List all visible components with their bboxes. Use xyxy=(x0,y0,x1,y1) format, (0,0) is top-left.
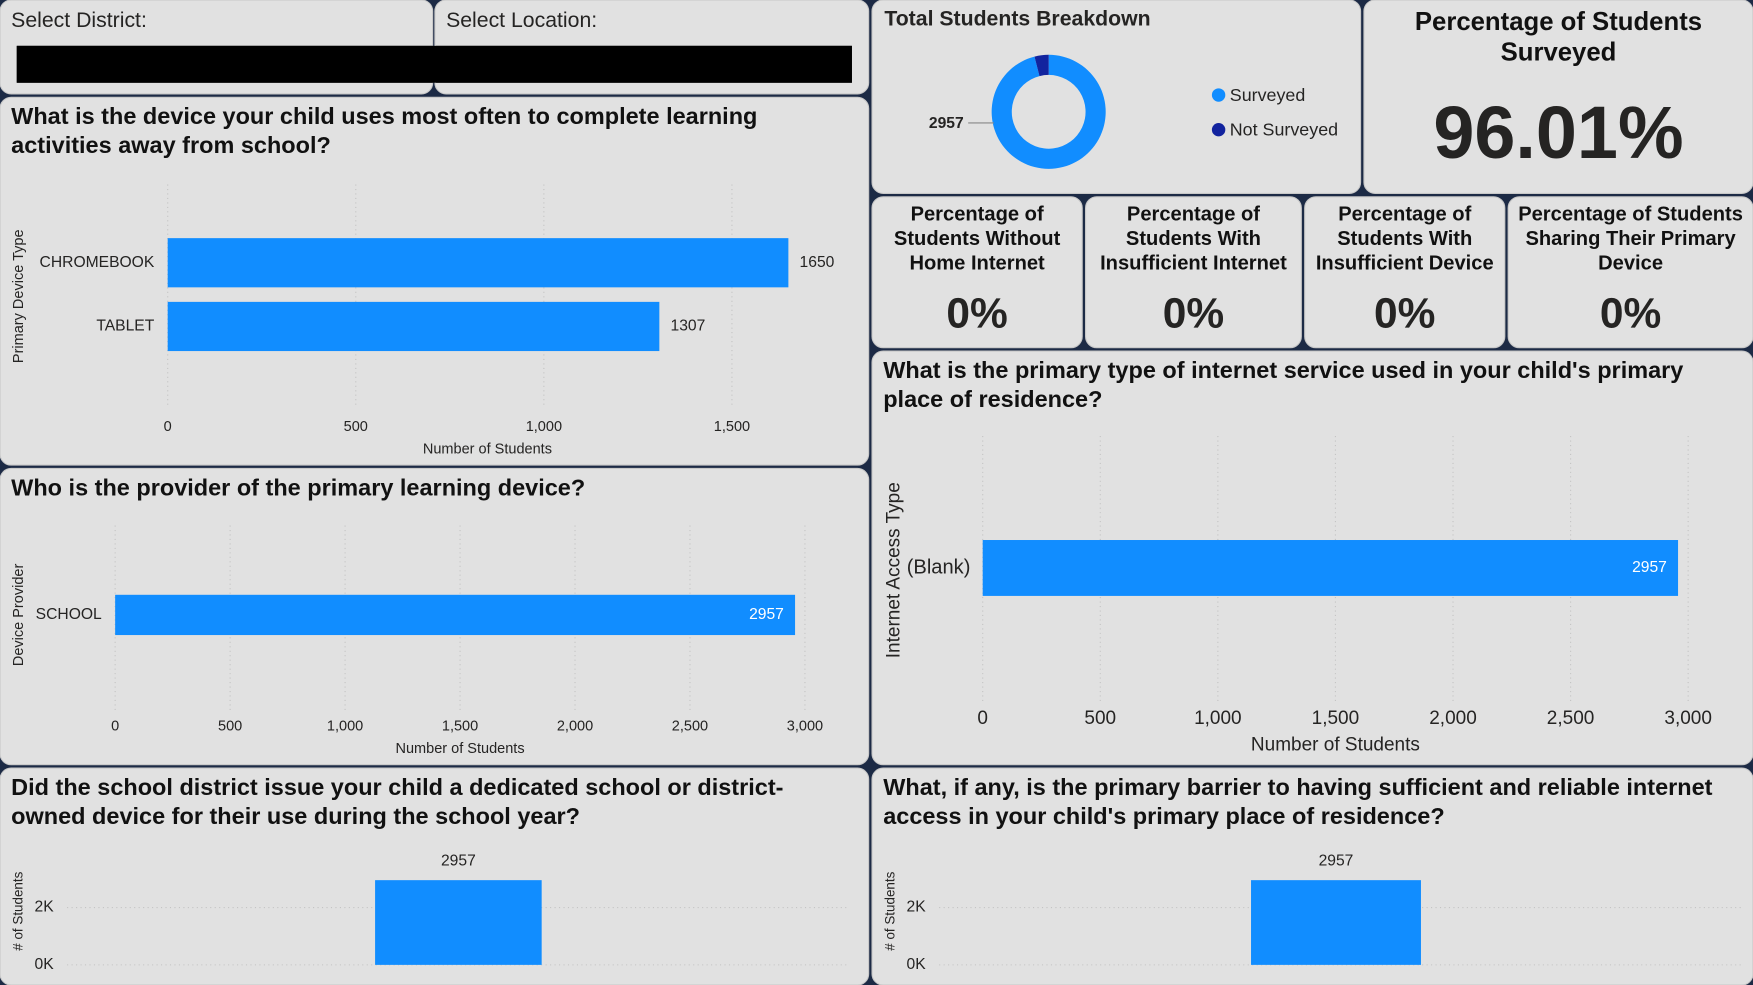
x-axis-label: Number of Students xyxy=(423,441,552,457)
y-tick-label: (Blank) xyxy=(907,556,971,578)
legend-label: Not Surveyed xyxy=(1230,120,1338,140)
bar xyxy=(982,540,1679,596)
legend-label: Surveyed xyxy=(1230,85,1306,105)
chart-panel xyxy=(871,767,1753,985)
bar xyxy=(167,238,789,288)
x-tick-label: 1,000 xyxy=(526,419,562,435)
slicer-input[interactable] xyxy=(16,45,433,83)
y-tick-label: 2K xyxy=(35,899,55,916)
y-axis-label: # of Students xyxy=(11,871,26,950)
y-tick-label: CHROMEBOOK xyxy=(40,254,155,271)
kpi-title: Percentage of Students Surveyed xyxy=(1414,6,1703,66)
x-tick-label: 0 xyxy=(977,708,988,729)
y-axis-label: Device Provider xyxy=(11,564,27,667)
kpi-title-box: Percentage of Students Sharing Their Pri… xyxy=(1518,202,1743,274)
donut-slice xyxy=(1034,54,1049,77)
kpi-title: Percentage of Students With Insufficient… xyxy=(1100,202,1287,274)
kpi-card xyxy=(1507,196,1753,349)
x-tick-label: 0 xyxy=(111,719,119,735)
chart-panel xyxy=(871,0,1362,194)
x-axis-label: Number of Students xyxy=(1251,735,1420,756)
kpi-value: 0% xyxy=(1600,291,1661,338)
kpi-card xyxy=(1304,196,1506,349)
chart-panel xyxy=(0,767,870,985)
x-tick-label: 1,000 xyxy=(327,719,363,735)
x-tick-label: 500 xyxy=(1084,708,1116,729)
x-axis-label: Number of Students xyxy=(395,741,524,757)
slicer-label: Select District: xyxy=(11,8,147,32)
y-tick-label: 2K xyxy=(907,899,927,916)
x-tick-label: 2,500 xyxy=(672,719,708,735)
donut-slice xyxy=(991,54,1106,169)
chart-title-box: What is the device your child uses most … xyxy=(11,103,758,159)
chart-title: Did the school district issue your child… xyxy=(11,774,784,830)
x-tick-label: 3,000 xyxy=(787,719,823,735)
data-label: 2957 xyxy=(1632,559,1667,576)
x-tick-label: 500 xyxy=(344,419,368,435)
kpi-value: 0% xyxy=(946,291,1007,338)
data-label: 2957 xyxy=(441,852,476,869)
y-axis-label: Primary Device Type xyxy=(11,229,27,363)
legend-marker xyxy=(1211,122,1226,137)
chart-title-box: What is the primary type of internet ser… xyxy=(883,357,1684,413)
x-tick-label: 3,000 xyxy=(1664,708,1712,729)
kpi-value: 0% xyxy=(1374,291,1435,338)
y-tick-label: 0K xyxy=(907,956,927,973)
y-tick-label: 0K xyxy=(35,956,55,973)
y-axis-label: # of Students xyxy=(883,871,898,950)
data-label: 2957 xyxy=(1319,852,1354,869)
kpi-value: 0% xyxy=(1163,291,1224,338)
bar xyxy=(1251,880,1421,965)
bar xyxy=(167,301,660,352)
y-axis-label: Internet Access Type xyxy=(883,482,904,658)
data-label: 2957 xyxy=(749,606,784,623)
chart-title: Who is the provider of the primary learn… xyxy=(11,475,586,501)
kpi-title-box: Percentage of Students Surveyed xyxy=(1414,6,1703,66)
chart-title-box: Did the school district issue your child… xyxy=(11,774,784,830)
bar xyxy=(115,594,796,636)
x-tick-label: 2,500 xyxy=(1547,708,1595,729)
chart-title: What, if any, is the primary barrier to … xyxy=(883,774,1713,830)
x-tick-label: 0 xyxy=(164,419,172,435)
legend-marker xyxy=(1211,88,1226,102)
x-tick-label: 1,500 xyxy=(1312,708,1360,729)
kpi-title: Percentage of Students Without Home Inte… xyxy=(893,202,1061,274)
kpi-title-box: Percentage of Students Without Home Inte… xyxy=(893,202,1061,274)
kpi-title: Percentage of Students Sharing Their Pri… xyxy=(1518,202,1743,274)
chart-title: Total Students Breakdown xyxy=(884,7,1150,31)
kpi-card xyxy=(871,196,1083,349)
slicer-input[interactable] xyxy=(436,45,852,83)
chart-title-box: Who is the provider of the primary learn… xyxy=(11,475,586,501)
x-tick-label: 2,000 xyxy=(1429,708,1477,729)
kpi-title: Percentage of Students With Insufficient… xyxy=(1315,202,1494,274)
x-tick-label: 1,500 xyxy=(442,719,478,735)
chart-title: What is the primary type of internet ser… xyxy=(883,357,1684,413)
kpi-card xyxy=(1363,0,1753,194)
data-label: 1650 xyxy=(800,254,835,271)
x-tick-label: 1,500 xyxy=(714,419,750,435)
chart-title: What is the device your child uses most … xyxy=(11,103,758,159)
data-label: 1307 xyxy=(671,318,706,335)
kpi-card xyxy=(1085,196,1302,349)
kpi-title-box: Percentage of Students With Insufficient… xyxy=(1100,202,1287,274)
bar xyxy=(375,880,542,965)
kpi-title-box: Percentage of Students With Insufficient… xyxy=(1315,202,1494,274)
x-tick-label: 1,000 xyxy=(1194,708,1242,729)
y-tick-label: TABLET xyxy=(96,318,154,335)
y-tick-label: SCHOOL xyxy=(36,606,102,623)
x-tick-label: 500 xyxy=(218,719,242,735)
data-label: 2957 xyxy=(929,115,964,132)
chart-title-box: What, if any, is the primary barrier to … xyxy=(883,774,1713,830)
x-tick-label: 2,000 xyxy=(557,719,593,735)
slicer-label: Select Location: xyxy=(446,8,597,32)
kpi-value: 96.01% xyxy=(1433,91,1683,174)
